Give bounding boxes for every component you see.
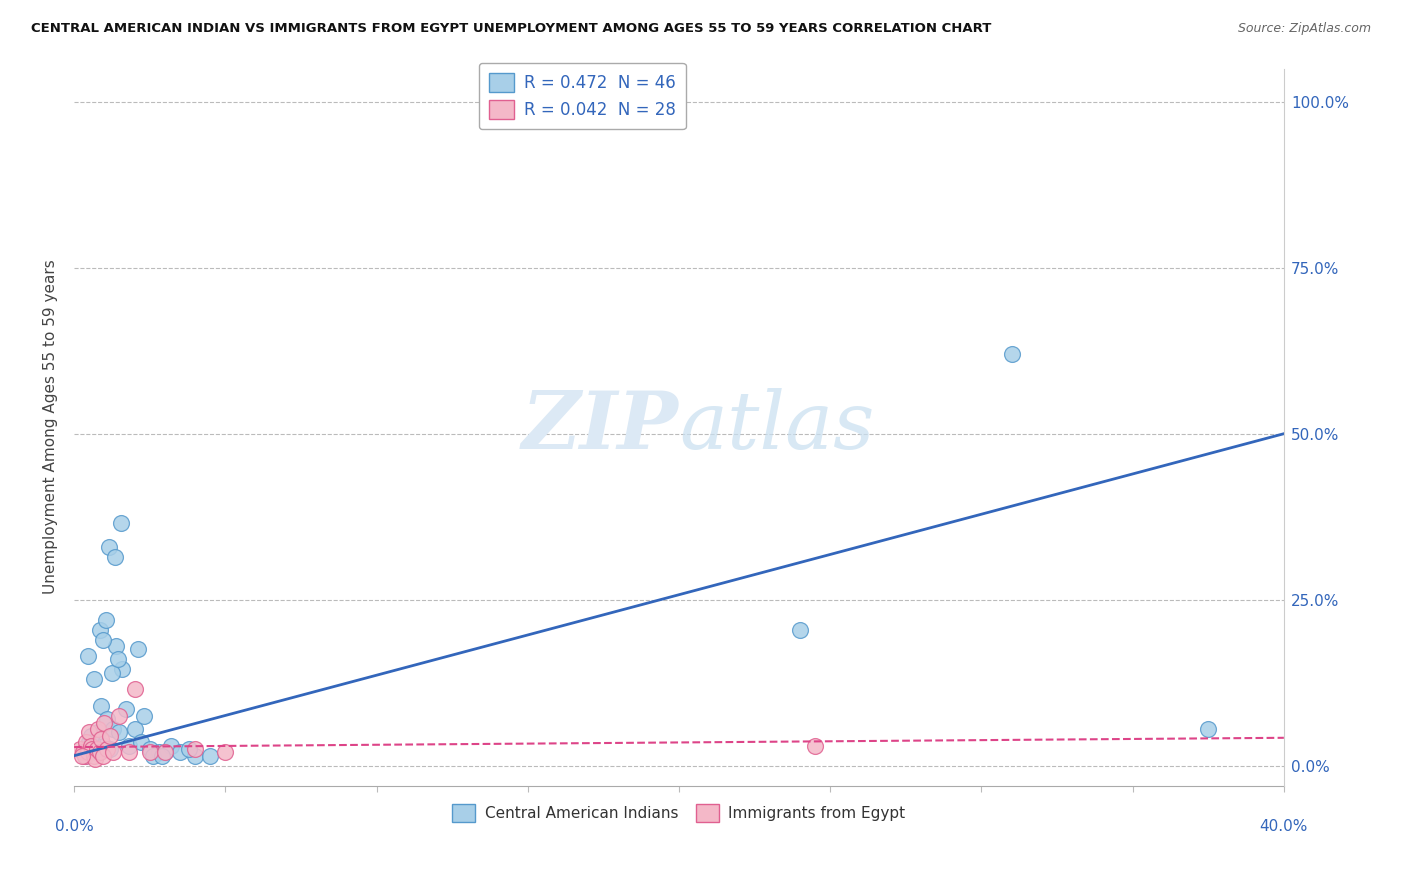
Point [1001,347,1024,361]
Point [90,732,112,747]
Point [150,748,173,763]
Point [142,748,165,763]
Point [90,698,112,713]
Point [100,729,122,743]
Point [75,735,97,749]
Point [104,549,127,564]
Point [110,516,132,531]
Point [73,748,96,763]
Point [184,748,207,763]
Point [117,739,139,753]
Point [84,752,107,766]
Point [83,673,105,687]
Point [124,722,146,736]
Text: ZIP: ZIP [522,388,679,466]
Point [75,742,97,756]
Point [76,746,98,760]
Point [93,715,115,730]
Point [76,649,98,664]
Point [69,742,91,756]
Point [132,709,155,723]
Point [103,746,125,760]
Point [153,746,176,760]
Point [87,725,110,739]
Point [153,746,176,760]
Text: CENTRAL AMERICAN INDIAN VS IMMIGRANTS FROM EGYPT UNEMPLOYMENT AMONG AGES 55 TO 5: CENTRAL AMERICAN INDIAN VS IMMIGRANTS FR… [31,22,991,36]
Point [72,746,94,760]
Point [105,639,128,653]
Point [160,739,183,753]
Point [96,712,118,726]
Point [94,613,117,627]
Point [108,725,131,739]
Point [198,748,221,763]
Point [169,746,191,760]
Point [84,746,107,760]
Point [111,662,134,676]
Point [83,748,105,763]
Point [87,722,110,736]
Point [148,746,170,760]
Point [214,746,236,760]
Point [91,748,114,763]
Point [127,642,149,657]
Text: atlas: atlas [679,388,875,466]
Point [73,748,96,763]
Point [77,725,100,739]
Legend: Central American Indians, Immigrants from Egypt: Central American Indians, Immigrants fro… [446,798,911,828]
Point [184,742,207,756]
Point [804,739,827,753]
Point [82,735,104,749]
Point [86,746,108,760]
Point [108,709,131,723]
Point [789,623,811,637]
Point [177,742,200,756]
Text: Source: ZipAtlas.com: Source: ZipAtlas.com [1237,22,1371,36]
Point [1197,722,1219,736]
Point [89,623,111,637]
Point [80,739,103,753]
Point [100,742,122,756]
Point [86,742,108,756]
Point [93,739,115,753]
Point [82,742,104,756]
Point [129,735,152,749]
Point [138,742,160,756]
Point [101,665,124,680]
Point [107,652,129,666]
Point [97,540,120,554]
Point [80,729,103,743]
Point [89,746,111,760]
Point [114,702,136,716]
Point [117,746,139,760]
Point [72,746,94,760]
Point [138,746,160,760]
Point [77,735,100,749]
Point [124,682,146,697]
Point [70,748,93,763]
Y-axis label: Unemployment Among Ages 55 to 59 years: Unemployment Among Ages 55 to 59 years [44,260,58,594]
Point [96,742,118,756]
Text: 0.0%: 0.0% [55,819,93,834]
Text: 40.0%: 40.0% [1260,819,1308,834]
Point [91,632,114,647]
Point [103,722,125,736]
